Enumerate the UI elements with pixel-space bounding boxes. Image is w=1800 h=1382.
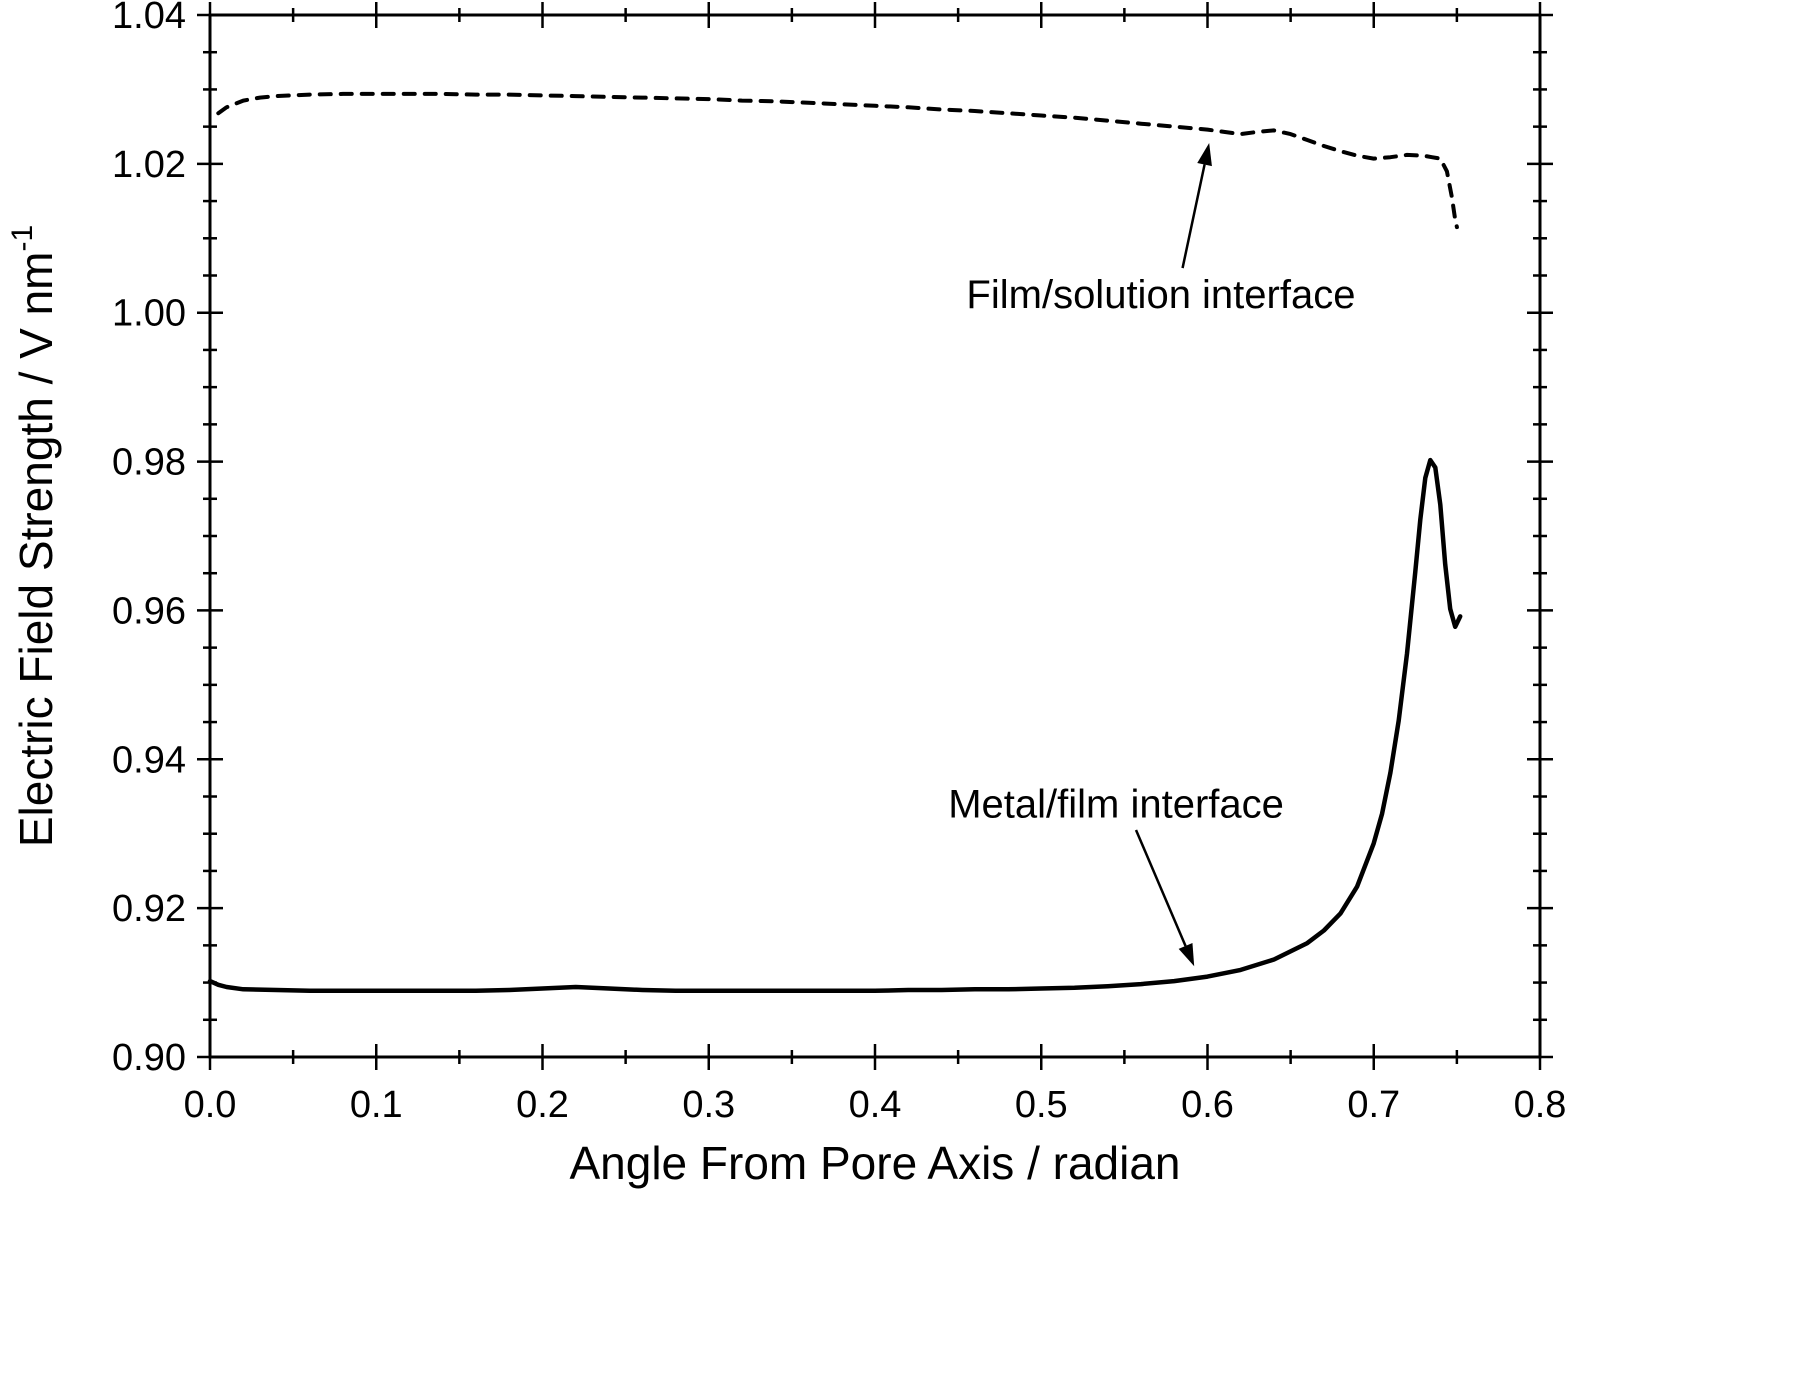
x-axis-tick-label: 0.8: [1514, 1084, 1567, 1126]
annotation-arrowhead: [1178, 943, 1195, 967]
annotation-1: Metal/film interface: [948, 783, 1284, 967]
x-axis-tick-label: 0.7: [1347, 1084, 1400, 1126]
annotation-arrowhead: [1197, 143, 1212, 167]
y-axis-tick-label: 0.94: [112, 739, 186, 781]
x-axis-tick-label: 0.2: [516, 1084, 569, 1126]
x-axis-tick-label: 0.6: [1181, 1084, 1234, 1126]
y-axis-tick-label: 1.00: [112, 293, 186, 335]
x-axis-tick-label: 0.1: [350, 1084, 403, 1126]
y-axis-title: Electric Field Strength / V nm-1: [6, 225, 62, 847]
x-axis-tick-label: 0.0: [184, 1084, 237, 1126]
annotation-arrow-line: [1134, 829, 1187, 947]
x-axis-tick-label: 0.3: [682, 1084, 735, 1126]
y-axis-tick-label: 1.04: [112, 0, 186, 37]
annotation-label: Film/solution interface: [966, 273, 1355, 317]
ticks: [197, 2, 1553, 1070]
x-axis-tick-label: 0.4: [849, 1084, 902, 1126]
annotation-label: Metal/film interface: [948, 783, 1284, 827]
annotation-0: Film/solution interface: [966, 143, 1355, 317]
series-line-metal-film: [207, 457, 1463, 994]
series-line-film-solution: [216, 91, 1459, 230]
y-axis-tick-label: 0.90: [112, 1037, 186, 1079]
x-axis-tick-label: 0.5: [1015, 1084, 1068, 1126]
tick-labels: 0.0 0.1 0.2 0.3 0.4 0.5 0.6 0.7 0.8 0.90 0.92 0.94 0…: [112, 0, 1566, 1126]
y-axis-tick-label: 0.98: [112, 442, 186, 484]
annotation-arrow-line: [1181, 164, 1206, 269]
y-axis-tick-label: 0.96: [112, 590, 186, 632]
y-axis-tick-label: 1.02: [112, 144, 186, 186]
x-axis-title: Angle From Pore Axis / radian: [569, 1137, 1180, 1189]
y-axis-tick-label: 0.92: [112, 888, 186, 930]
